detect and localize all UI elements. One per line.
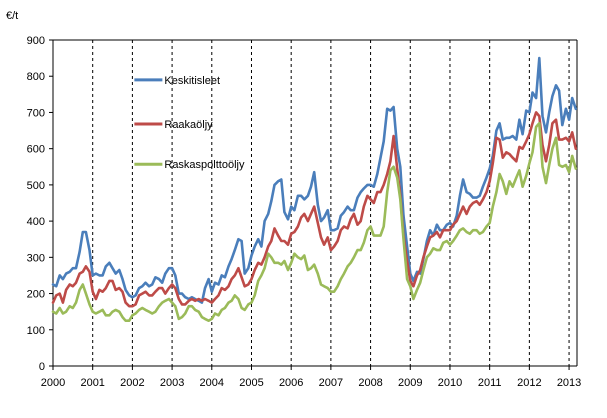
y-tick-label: 800 [27, 71, 45, 83]
series-line-keskitisleet [51, 56, 578, 304]
x-tick-label: 2003 [160, 377, 184, 389]
y-tick-label: 300 [27, 252, 45, 264]
x-tick-label: 2005 [239, 377, 263, 389]
x-tick-label: 2001 [80, 377, 104, 389]
y-tick-label: 700 [27, 107, 45, 119]
series-line-raaka-ljy [51, 111, 578, 308]
grid-lines [92, 40, 570, 366]
x-tick-label: 2010 [438, 377, 462, 389]
y-tick-label: 600 [27, 144, 45, 156]
x-tick-label: 2011 [478, 377, 502, 389]
series-line-raskaspoltto-ljy [51, 122, 578, 322]
legend-label-raskaspoltto-ljy: Raskaspolttoöljy [164, 159, 245, 171]
y-tick-label: 900 [27, 35, 45, 47]
y-ticks: 0 100 200 300 400 500 600 700 800 900 [27, 35, 53, 373]
x-tick-label: 2006 [279, 377, 303, 389]
x-ticks: 2000 2001 2002 2003 2004 2005 2006 2007 2008 2009… [41, 366, 581, 389]
legend: Keskitisleet Raakaöljy Raskaspolttoöljy [134, 75, 245, 171]
series-lines [51, 56, 578, 322]
y-tick-label: 100 [27, 325, 45, 337]
x-tick-label: 2008 [358, 377, 382, 389]
x-tick-label: 2012 [517, 377, 541, 389]
x-tick-label: 2007 [319, 377, 343, 389]
y-axis-label: €/t [6, 10, 18, 22]
y-tick-label: 0 [39, 361, 45, 373]
legend-label-raaka-ljy: Raakaöljy [164, 119, 213, 131]
y-tick-label: 200 [27, 289, 45, 301]
x-tick-label: 2013 [557, 377, 581, 389]
x-tick-label: 2000 [41, 377, 65, 389]
legend-label-keskitisleet: Keskitisleet [164, 75, 220, 87]
x-tick-label: 2004 [200, 377, 224, 389]
x-tick-label: 2009 [398, 377, 422, 389]
y-tick-label: 400 [27, 216, 45, 228]
x-tick-label: 2002 [120, 377, 144, 389]
y-tick-label: 500 [27, 180, 45, 192]
